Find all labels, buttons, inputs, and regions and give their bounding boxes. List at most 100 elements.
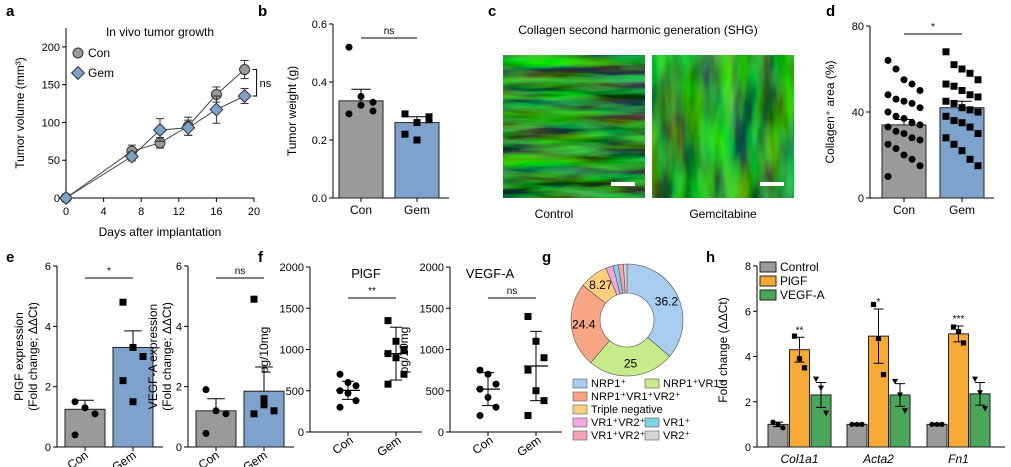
point-con bbox=[239, 64, 251, 76]
panel-h-fold-change: 0 2 4 6 8 Fold change (ΔΔCt) Col1a1 ** Acta2 * Fn1… bbox=[716, 260, 1005, 466]
data-point bbox=[942, 80, 950, 88]
data-point bbox=[950, 99, 958, 107]
data-point bbox=[357, 93, 365, 100]
legend-label: NRP1⁺VR1⁺ bbox=[663, 378, 726, 390]
y-tick-label: 0.4 bbox=[312, 77, 327, 89]
data-point bbox=[974, 93, 982, 101]
y-tick-label: 200 bbox=[42, 42, 60, 54]
data-point bbox=[892, 95, 900, 103]
legend-swatch-plgf bbox=[759, 275, 777, 287]
data-point bbox=[401, 130, 409, 138]
data-point bbox=[476, 412, 484, 419]
significance-label: ns bbox=[260, 78, 272, 90]
panel-letter-d: d bbox=[826, 3, 835, 20]
data-point bbox=[950, 61, 958, 69]
y-tick-label: 2 bbox=[176, 382, 182, 394]
panel-a-tumor-growth: In vivo tumor growth 0 50 100 150 200 0 4 8 12 16 2… bbox=[13, 25, 272, 239]
data-point bbox=[977, 390, 983, 396]
data-point bbox=[71, 431, 79, 439]
data-point bbox=[780, 425, 786, 431]
y-axis-label: VEGF-A expression bbox=[146, 304, 160, 409]
point-gem bbox=[181, 120, 196, 135]
y-tick-label: 1000 bbox=[280, 345, 304, 357]
panel-letter-h: h bbox=[706, 249, 715, 266]
x-tick-label: Con bbox=[330, 433, 356, 457]
panel-letter-b: b bbox=[258, 3, 267, 20]
x-tick-label-col1a1: Col1a1 bbox=[780, 452, 818, 466]
legend-swatch bbox=[644, 378, 660, 389]
y-tick-label: 40 bbox=[852, 107, 864, 119]
y-axis-label: Tumor volume (mm³) bbox=[13, 57, 27, 169]
data-point bbox=[352, 397, 360, 405]
data-point bbox=[476, 366, 484, 374]
y-tick-label: 4 bbox=[176, 321, 182, 333]
y-tick-label: 2000 bbox=[280, 262, 304, 274]
data-point bbox=[524, 366, 532, 374]
data-point bbox=[916, 136, 924, 144]
y-tick-label: 0.0 bbox=[312, 193, 327, 205]
x-tick-label: Gem bbox=[109, 448, 138, 467]
data-point bbox=[212, 407, 220, 415]
data-point bbox=[400, 346, 408, 353]
data-point bbox=[775, 421, 781, 427]
panel-g-donut-chart: 36.2 25 24.4 8.27 NRP1⁺ NRP1⁺VR1⁺NRP1⁺VR1⁺VR2… bbox=[570, 263, 726, 442]
bar-plgf bbox=[948, 333, 969, 448]
legend-marker-con bbox=[72, 47, 84, 59]
data-point bbox=[942, 48, 950, 56]
image-caption-gemcitabine: Gemcitabine bbox=[689, 207, 757, 221]
data-point bbox=[955, 329, 962, 335]
data-point bbox=[796, 356, 803, 362]
y-axis-label: pg/10mg bbox=[257, 327, 271, 374]
data-point bbox=[942, 97, 950, 105]
data-point bbox=[139, 353, 147, 360]
data-point bbox=[908, 119, 916, 127]
donut-slice bbox=[623, 263, 628, 294]
x-tick-label: Con bbox=[350, 203, 372, 217]
data-point bbox=[942, 112, 950, 120]
data-point bbox=[823, 410, 829, 417]
y-tick-label: 80 bbox=[852, 21, 864, 33]
data-point bbox=[250, 295, 258, 303]
x-tick-label: Gem bbox=[240, 448, 269, 467]
data-point bbox=[91, 410, 99, 418]
y-tick-label: 4 bbox=[45, 321, 51, 333]
data-point bbox=[900, 97, 908, 105]
data-point bbox=[974, 76, 982, 84]
data-point bbox=[908, 155, 916, 163]
panel-b-tumor-weight: 0.0 0.2 0.4 0.6 Con Gem ns Tumor weight (g) bbox=[285, 19, 449, 217]
legend-label: VR2⁺ bbox=[663, 430, 690, 442]
point-gem bbox=[152, 122, 168, 138]
data-point bbox=[129, 398, 137, 406]
y-tick-label: 500 bbox=[426, 386, 444, 398]
data-point bbox=[892, 145, 900, 153]
data-point bbox=[900, 76, 908, 84]
legend-swatch bbox=[572, 404, 588, 415]
data-point bbox=[960, 340, 967, 346]
legend-label: NRP1⁺ bbox=[591, 378, 626, 390]
y-tick-label: 0.2 bbox=[312, 135, 327, 147]
x-tick-label: 16 bbox=[210, 206, 222, 218]
panel-e-plgf-expression: 0 2 4 6 Con Gem * PlGF expression (Fold change; … bbox=[12, 261, 163, 467]
x-axis-label: Days after implantation bbox=[99, 225, 222, 239]
legend-swatch bbox=[572, 430, 588, 441]
y-tick-label: 6 bbox=[745, 306, 751, 318]
legend-label: NRP1⁺VR1⁺VR2⁺ bbox=[591, 391, 681, 403]
panel-d-collagen-area: 0 40 80 Con Gem * Collagen⁺ area (%) bbox=[823, 21, 994, 217]
legend-swatch-vegf-a bbox=[759, 289, 777, 301]
data-point bbox=[524, 412, 532, 419]
image-caption-control: Control bbox=[535, 207, 574, 221]
data-point bbox=[384, 317, 392, 325]
y-axis-label: (Fold change; ΔΔCt) bbox=[26, 302, 40, 411]
data-point bbox=[908, 80, 916, 88]
y-axis-label: pg/10mg bbox=[397, 327, 411, 374]
panel-letter-f: f bbox=[258, 249, 264, 266]
bar-control bbox=[926, 423, 948, 448]
legend-label-gem: Gem bbox=[88, 66, 114, 80]
data-point bbox=[900, 151, 908, 159]
x-tick-label: 0 bbox=[63, 206, 69, 218]
x-tick-label: Gem bbox=[949, 203, 975, 217]
data-point bbox=[892, 65, 900, 73]
data-point bbox=[401, 110, 409, 118]
significance-label: * bbox=[877, 297, 881, 308]
data-point bbox=[413, 119, 421, 127]
